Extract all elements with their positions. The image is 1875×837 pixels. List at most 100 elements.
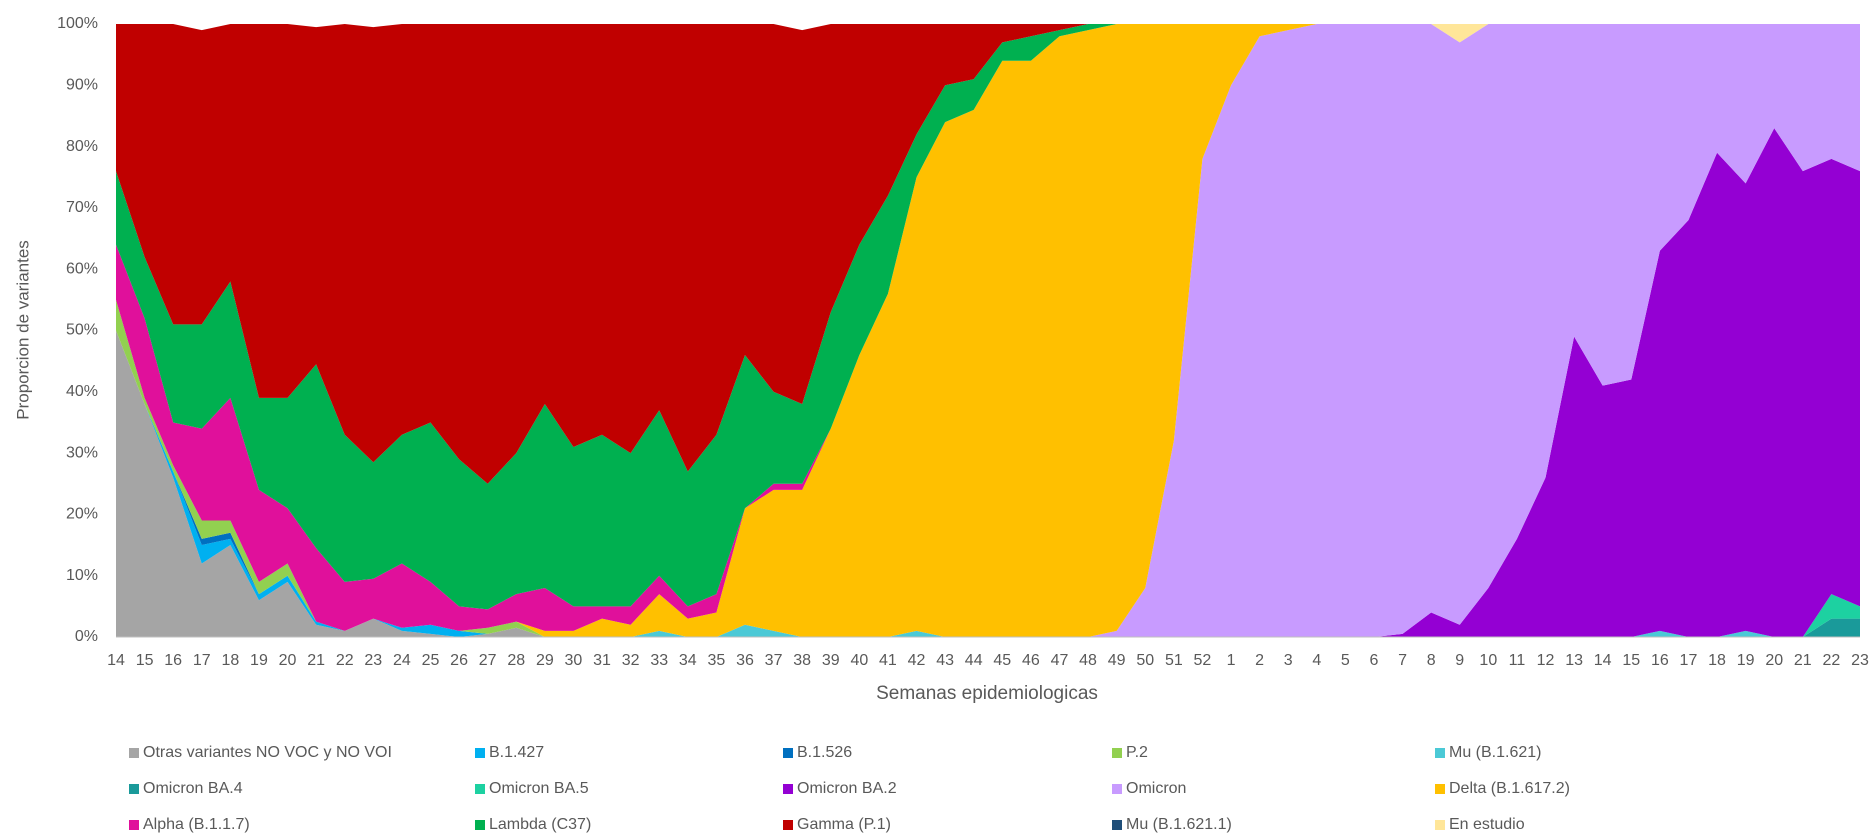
area — [116, 128, 1860, 637]
x-tick-label: 33 — [650, 652, 668, 669]
x-tick-label: 21 — [307, 652, 325, 669]
x-tick-label: 15 — [136, 652, 154, 669]
x-tick-label: 8 — [1427, 652, 1436, 669]
x-tick-label: 20 — [1765, 652, 1783, 669]
x-tick-label: 23 — [364, 652, 382, 669]
legend-marker — [1435, 820, 1445, 830]
x-tick-label: 19 — [1737, 652, 1755, 669]
x-tick-label: 3 — [1284, 652, 1293, 669]
x-tick-label: 35 — [707, 652, 725, 669]
x-tick-label: 16 — [1651, 652, 1669, 669]
x-tick-label: 49 — [1108, 652, 1126, 669]
y-tick-label: 80% — [66, 138, 98, 155]
x-tick-label: 44 — [965, 652, 983, 669]
x-tick-label: 2 — [1255, 652, 1264, 669]
legend-label: Omicron BA.4 — [143, 780, 243, 797]
x-tick-label: 28 — [507, 652, 525, 669]
legend-marker — [1112, 784, 1122, 794]
y-tick-label: 40% — [66, 383, 98, 400]
x-tick-label: 11 — [1509, 652, 1526, 669]
legend-marker — [475, 748, 485, 758]
legend-marker — [475, 820, 485, 830]
x-tick-label: 25 — [422, 652, 440, 669]
x-tick-label: 36 — [736, 652, 754, 669]
legend-label: Lambda (C37) — [489, 816, 591, 833]
x-tick-label: 17 — [193, 652, 211, 669]
x-tick-label: 39 — [822, 652, 840, 669]
legend-marker — [1112, 748, 1122, 758]
x-tick-label: 23 — [1851, 652, 1869, 669]
x-tick-label: 22 — [1823, 652, 1841, 669]
area — [116, 24, 1860, 637]
x-tick-label: 15 — [1622, 652, 1640, 669]
x-tick-label: 47 — [1051, 652, 1069, 669]
x-tick-label: 1 — [1227, 652, 1236, 669]
x-tick-label: 31 — [593, 652, 611, 669]
legend-label: En estudio — [1449, 816, 1525, 833]
y-tick-label: 20% — [66, 506, 98, 523]
x-tick-label: 9 — [1455, 652, 1464, 669]
x-tick-label: 26 — [450, 652, 468, 669]
legend-marker — [1112, 820, 1122, 830]
x-tick-label: 19 — [250, 652, 268, 669]
x-tick-label: 27 — [479, 652, 497, 669]
x-tick-label: 6 — [1370, 652, 1379, 669]
x-tick-label: 13 — [1565, 652, 1583, 669]
x-tick-label: 29 — [536, 652, 554, 669]
y-tick-label: 70% — [66, 199, 98, 216]
legend-marker — [475, 784, 485, 794]
legend-label: Otras variantes NO VOC y NO VOI — [143, 744, 392, 761]
x-tick-label: 5 — [1341, 652, 1350, 669]
area — [116, 330, 1860, 637]
y-tick-label: 60% — [66, 260, 98, 277]
x-tick-label: 20 — [279, 652, 297, 669]
x-tick-label: 10 — [1479, 652, 1497, 669]
legend-label: Mu (B.1.621) — [1449, 744, 1541, 761]
x-tick-label: 40 — [850, 652, 868, 669]
x-tick-label: 18 — [1708, 652, 1726, 669]
x-tick-label: 18 — [221, 652, 239, 669]
x-tick-label: 48 — [1079, 652, 1097, 669]
x-axis-label: Semanas epidemiologicas — [876, 683, 1098, 704]
x-tick-label: 42 — [908, 652, 926, 669]
x-tick-label: 16 — [164, 652, 182, 669]
area — [116, 24, 1860, 484]
x-tick-label: 37 — [765, 652, 783, 669]
x-tick-label: 50 — [1136, 652, 1154, 669]
x-tick-label: 30 — [565, 652, 583, 669]
legend-marker — [129, 820, 139, 830]
legend-label: Gamma (P.1) — [797, 816, 891, 833]
legend-label: Alpha (B.1.1.7) — [143, 816, 250, 833]
legend-marker — [129, 748, 139, 758]
x-tick-label: 45 — [993, 652, 1011, 669]
x-tick-label: 52 — [1194, 652, 1212, 669]
legend-label: Mu (B.1.621.1) — [1126, 816, 1232, 833]
legend-label: B.1.526 — [797, 744, 852, 761]
x-tick-label: 32 — [622, 652, 640, 669]
y-tick-label: 30% — [66, 444, 98, 461]
y-tick-label: 10% — [66, 567, 98, 584]
legend-marker — [783, 748, 793, 758]
x-tick-label: 21 — [1794, 652, 1812, 669]
x-tick-label: 22 — [336, 652, 354, 669]
area — [116, 24, 1860, 610]
legend-label: Omicron BA.5 — [489, 780, 589, 797]
y-tick-label: 100% — [57, 15, 98, 32]
x-tick-label: 12 — [1537, 652, 1555, 669]
legend-marker — [1435, 748, 1445, 758]
x-tick-label: 46 — [1022, 652, 1040, 669]
x-tick-label: 41 — [879, 652, 897, 669]
y-tick-label: 50% — [66, 322, 98, 339]
area — [116, 24, 1860, 637]
x-tick-label: 17 — [1680, 652, 1698, 669]
legend-marker — [129, 784, 139, 794]
legend-label: Delta (B.1.617.2) — [1449, 780, 1570, 797]
legend-label: Omicron BA.2 — [797, 780, 897, 797]
legend-marker — [783, 784, 793, 794]
legend-label: Omicron — [1126, 780, 1186, 797]
x-tick-label: 38 — [793, 652, 811, 669]
y-tick-label: 90% — [66, 77, 98, 94]
y-axis-label: Proporcion de variantes — [13, 240, 32, 420]
legend-marker — [783, 820, 793, 830]
